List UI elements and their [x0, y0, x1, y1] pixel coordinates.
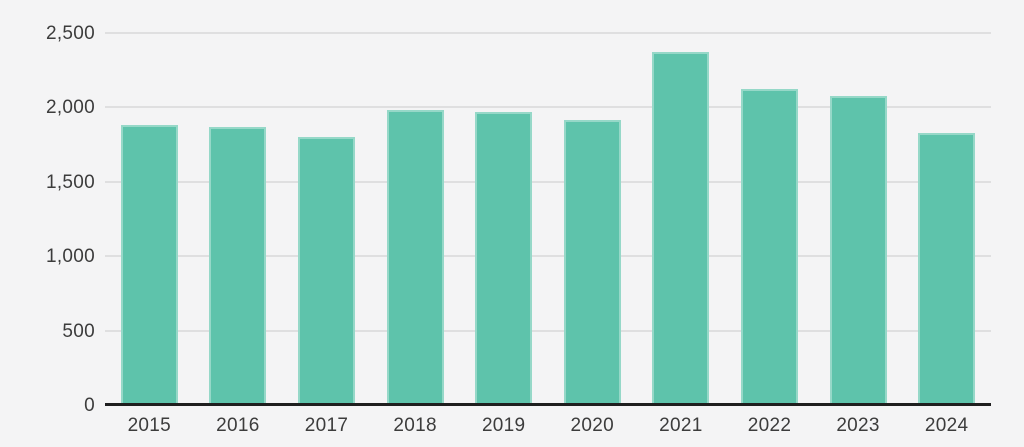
bar-2024 [918, 133, 976, 405]
y-tick-label: 1,500 [45, 171, 95, 193]
y-tick-label: 2,000 [45, 97, 95, 119]
y-tick-label: 500 [62, 320, 95, 342]
gridline-y-1500 [105, 180, 991, 183]
plot-area [105, 32, 991, 406]
bar-2023 [829, 96, 887, 405]
gridline-y-500 [105, 329, 991, 332]
x-tick-label-2015: 2015 [127, 415, 172, 436]
bar-slot-2023 [814, 33, 903, 405]
bar-slot-2016 [194, 33, 283, 405]
x-tick-label-2023: 2023 [836, 415, 880, 436]
x-tick-label-2016: 2016 [216, 415, 260, 436]
bar-slot-2019 [459, 33, 548, 405]
y-tick-label: 2,500 [45, 23, 95, 44]
bar-2020 [563, 120, 621, 405]
gridline-y-2500 [105, 32, 991, 34]
bar-2019 [475, 111, 533, 405]
x-tick-label-2022: 2022 [747, 415, 792, 436]
bar-slot-2015 [105, 33, 194, 405]
gridline-y-2000 [105, 106, 991, 109]
bar-2016 [209, 126, 267, 405]
x-tick-label-2017: 2017 [304, 415, 349, 436]
x-tick-label-2021: 2021 [659, 415, 703, 436]
bar-slot-2021 [637, 33, 726, 405]
x-tick-label-2020: 2020 [570, 415, 614, 436]
x-axis-labels: 2015 2016 2017 2018 2019 2020 2021 2022 2023 2024 [105, 413, 991, 439]
x-tick-label-2018: 2018 [393, 415, 437, 436]
bars-container [105, 33, 991, 405]
bar-2015 [120, 125, 178, 405]
y-tick-label: 1,000 [45, 246, 95, 268]
bar-2021 [652, 52, 710, 405]
x-tick-label-2024: 2024 [924, 415, 969, 436]
bar-2022 [740, 88, 798, 405]
bar-slot-2017 [282, 33, 371, 405]
bar-2017 [298, 137, 355, 405]
bar-slot-2018 [371, 33, 460, 405]
bar-slot-2022 [725, 33, 814, 405]
bar-slot-2020 [548, 33, 637, 405]
x-tick-label-2019: 2019 [481, 415, 526, 436]
gridline-y-1000 [105, 255, 991, 258]
y-tick-label: 0 [84, 395, 95, 416]
bar-2018 [386, 109, 444, 405]
x-axis-baseline [105, 403, 991, 406]
bar-slot-2024 [902, 33, 991, 405]
